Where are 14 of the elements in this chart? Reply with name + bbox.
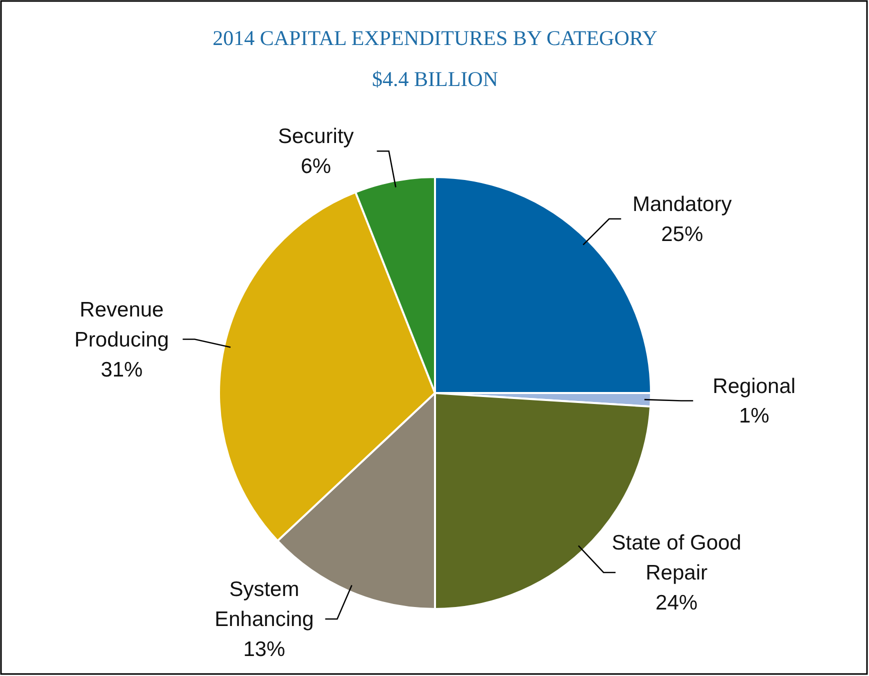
data-label: 6% bbox=[300, 155, 332, 178]
chart-title: 2014 CAPITAL EXPENDITURES BY CATEGORY bbox=[212, 26, 658, 50]
data-label: 25% bbox=[661, 222, 704, 246]
slice-label: Revenue Producing bbox=[74, 298, 169, 352]
data-label: 1% bbox=[738, 404, 770, 428]
data-label: 31% bbox=[100, 358, 143, 382]
data-label: 24% bbox=[656, 592, 698, 614]
slice-label: Mandatory bbox=[632, 192, 732, 216]
slice-label: State of Good Repair bbox=[612, 532, 742, 584]
slice-label: System Enhancing bbox=[214, 578, 314, 631]
chart-subtitle: $4.4 BILLION bbox=[372, 67, 498, 91]
slice-label: Security bbox=[278, 125, 354, 148]
slice-label: Regional bbox=[712, 374, 796, 398]
data-label: 13% bbox=[243, 638, 286, 661]
